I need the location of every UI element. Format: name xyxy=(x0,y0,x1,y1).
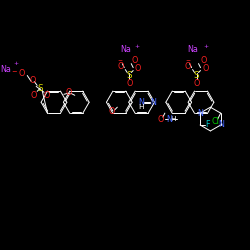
Text: O: O xyxy=(108,107,114,116)
Text: +: + xyxy=(203,44,208,49)
Text: O: O xyxy=(132,56,138,65)
Text: O: O xyxy=(44,91,50,100)
Text: −: − xyxy=(185,57,190,62)
Text: O: O xyxy=(200,56,207,65)
Text: +: + xyxy=(14,61,19,66)
Text: N: N xyxy=(150,98,156,107)
Text: O: O xyxy=(66,88,72,97)
Text: −: − xyxy=(12,68,17,74)
Text: +: + xyxy=(134,44,140,49)
Text: Na: Na xyxy=(187,45,198,54)
Text: N: N xyxy=(166,114,172,124)
Text: O: O xyxy=(202,64,209,73)
Text: O: O xyxy=(158,114,164,124)
Text: Cl: Cl xyxy=(212,116,220,126)
Text: N: N xyxy=(218,120,224,130)
Text: F: F xyxy=(205,120,209,130)
Text: S: S xyxy=(126,71,132,80)
Text: Na: Na xyxy=(0,65,11,74)
Text: S: S xyxy=(37,84,43,93)
Text: O: O xyxy=(18,69,25,78)
Text: O: O xyxy=(135,64,141,73)
Text: O: O xyxy=(184,62,191,71)
Text: Na: Na xyxy=(120,45,131,54)
Text: O: O xyxy=(117,62,123,71)
Text: O: O xyxy=(31,91,37,100)
Text: O: O xyxy=(193,79,200,88)
Text: −: − xyxy=(118,57,123,62)
Text: N: N xyxy=(197,108,203,118)
Text: S: S xyxy=(194,71,199,80)
Text: O: O xyxy=(29,76,35,85)
Text: O: O xyxy=(126,79,132,88)
Text: N: N xyxy=(138,98,144,107)
Text: H: H xyxy=(138,104,144,110)
Text: H: H xyxy=(170,116,175,122)
